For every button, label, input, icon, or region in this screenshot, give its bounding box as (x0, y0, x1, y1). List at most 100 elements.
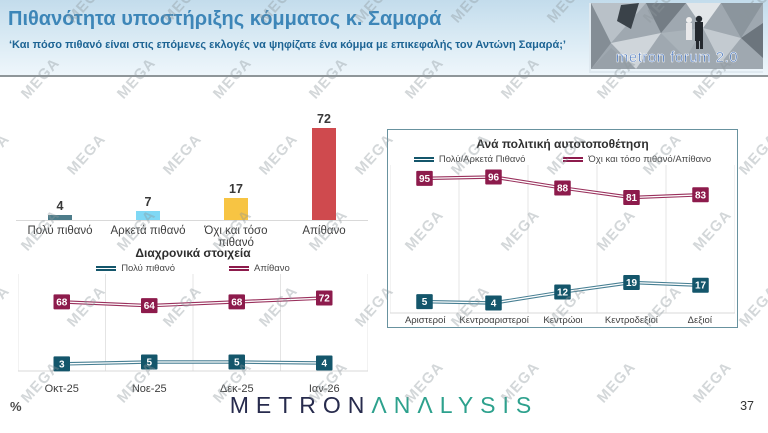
x-axis-label: Οκτ-25 (44, 383, 79, 395)
watermark-text: MEGA (0, 130, 14, 179)
data-point-value: 64 (144, 301, 156, 312)
legend-label: Απίθανο (253, 263, 290, 274)
x-axis-label: Αριστεροί (404, 315, 446, 326)
data-point-marker (228, 354, 245, 370)
data-point-value: 68 (56, 297, 68, 308)
x-axis-label: Κεντροαριστεροί (459, 315, 529, 326)
legend-swatch (413, 157, 434, 162)
legend-swatch (563, 157, 584, 162)
legend-item: Όχι και τόσο πιθανό/Απίθανο (563, 154, 711, 165)
bar-category-label: Αρκετά πιθανό (110, 225, 186, 237)
data-point-marker (316, 290, 333, 306)
data-point-value: 19 (626, 278, 638, 289)
brand-metron: METRON (229, 392, 372, 418)
bar-column: 72 (280, 112, 368, 220)
x-axis-label: Νοε-25 (131, 383, 167, 395)
page-number: 37 (740, 399, 754, 413)
line-chart-political-selfplacement: Ανά πολιτική αυτοτοποθέτηση Πολύ/Αρκετά … (387, 129, 738, 328)
bar-value-label: 72 (317, 111, 331, 126)
series-line-highlight (61, 297, 325, 307)
data-point-marker (53, 294, 70, 310)
bar-value-label: 17 (229, 182, 243, 197)
bar (48, 214, 72, 220)
legend: Πολύ πιθανό Απίθανο (18, 263, 368, 274)
page-title: Πιθανότητα υποστήριξης κόμματος κ. Σαμαρ… (8, 8, 442, 30)
data-point-value: 81 (626, 193, 638, 204)
data-point-value: 17 (695, 281, 707, 292)
legend-label: Πολύ πιθανό (121, 263, 175, 274)
data-point-marker (141, 354, 158, 370)
bar-column: 7 (104, 195, 192, 220)
x-axis-labels: Οκτ-25 Νοε-25 Δεκ-25 Ιαν-26 (18, 383, 368, 395)
data-point-marker (623, 274, 640, 290)
line-chart-timeline: Διαχρονικά στοιχεία Πολύ πιθανό Απίθανο 3… (17, 246, 369, 395)
bar-value-label: 4 (56, 198, 64, 213)
bar-category-label: Απίθανο (302, 225, 346, 237)
header: Πιθανότητα υποστήριξης κόμματος κ. Σαμαρ… (0, 0, 768, 77)
chart-title: Διαχρονικά στοιχεία (135, 246, 251, 260)
page-subtitle: ‘Και πόσο πιθανό είναι στις επόμενες εκλ… (9, 39, 566, 51)
brand-analysis: ΛNΛLYSIS (371, 392, 539, 418)
bar-category-label: Πολύ πιθανό (27, 225, 93, 237)
logo-text: metron forum 2.0 (616, 49, 738, 66)
data-point-value: 72 (319, 294, 331, 305)
x-axis-label: Ιαν-26 (308, 383, 340, 395)
percent-label: % (10, 399, 22, 414)
data-point-marker (485, 295, 502, 311)
legend-item: Πολύ πιθανό (96, 263, 175, 274)
data-point-marker (416, 294, 433, 310)
bar-value-label: 7 (144, 195, 152, 210)
bar (224, 198, 248, 220)
chart-title: Ανά πολιτική αυτοτοποθέτηση (476, 137, 649, 151)
data-point-value: 83 (695, 190, 707, 201)
x-axis-labels: Αριστεροί Κεντροαριστεροί Κεντρώοι Κεντροδε… (391, 315, 734, 326)
logo-photo-mosaic: metron forum 2.0 (591, 3, 763, 69)
bar-plot-area: 4 7 17 72 (16, 96, 368, 221)
data-point-marker (141, 298, 158, 314)
data-point-marker (623, 190, 640, 206)
data-point-marker (416, 170, 433, 186)
watermark-text: MEGA (0, 282, 14, 331)
data-point-marker (316, 355, 333, 371)
watermark-text: MEGA (735, 130, 768, 179)
legend: Πολύ/Αρκετά Πιθανό Όχι και τόσο πιθανό/Απ… (388, 154, 737, 165)
data-point-marker (53, 356, 70, 372)
data-point-value: 68 (231, 297, 243, 308)
x-axis-label: Δεκ-25 (219, 383, 254, 395)
line-plot-area: 3 5 5 4 68 64 68 72 (17, 274, 369, 372)
data-point-value: 12 (557, 288, 569, 299)
data-point-marker (228, 294, 245, 310)
line-plot-area: 5 4 12 19 17 95 96 88 81 83 (390, 165, 735, 314)
bar-category-label: Όχι και τόσο πιθανό (204, 225, 268, 249)
data-point-value: 4 (321, 358, 327, 369)
metron-forum-logo: metron forum 2.0 (589, 3, 763, 73)
series-line-highlight (61, 361, 325, 365)
x-axis-label: Κεντροδεξιοί (604, 315, 658, 326)
data-point-value: 3 (59, 359, 65, 370)
data-point-value: 88 (557, 183, 569, 194)
bar-category-labels: Πολύ πιθανό Αρκετά πιθανό Όχι και τόσο πιθ… (16, 225, 368, 249)
bar (312, 127, 336, 220)
legend-swatch (228, 266, 249, 271)
legend-item: Πολύ/Αρκετά Πιθανό (413, 154, 525, 165)
bar-chart-likelihood: 4 7 17 72 Πολύ πιθανό Αρκετά πιθανό Όχι και τ… (16, 96, 368, 249)
data-point-value: 96 (488, 172, 500, 183)
data-point-value: 5 (146, 358, 152, 369)
legend-label: Όχι και τόσο πιθανό/Απίθανο (588, 154, 712, 165)
data-point-marker (485, 169, 502, 185)
x-axis-label: Κεντρώοι (543, 315, 583, 326)
bar (136, 211, 160, 220)
metron-analysis-logo: METRONΛNΛLYSIS (0, 392, 768, 419)
bar-column: 17 (192, 182, 280, 220)
data-point-value: 5 (422, 297, 428, 308)
data-point-marker (692, 187, 709, 203)
data-point-marker (692, 277, 709, 293)
legend-swatch (96, 266, 117, 271)
data-point-value: 4 (491, 299, 497, 310)
data-point-marker (554, 284, 571, 300)
data-point-value: 95 (419, 174, 431, 185)
data-point-value: 5 (234, 358, 240, 369)
bar-column: 4 (16, 199, 104, 220)
watermark-text: MEGA (735, 282, 768, 331)
